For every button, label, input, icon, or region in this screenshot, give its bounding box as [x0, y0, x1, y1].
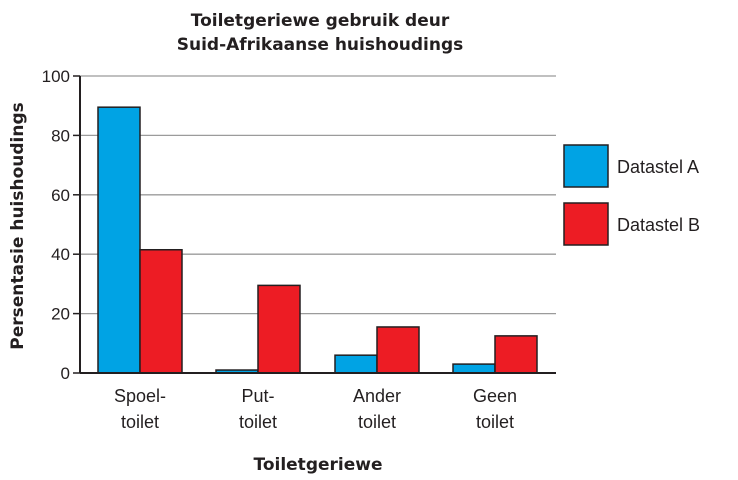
bar-a-2	[334, 354, 378, 374]
y-tick-label: 100	[42, 67, 70, 86]
y-tick-label: 60	[51, 186, 70, 205]
category-label-line-2: toilet	[239, 412, 277, 432]
bar-a-3	[452, 363, 496, 374]
category-label-line-1: Geen	[473, 386, 517, 406]
legend: Datastel A Datastel B	[563, 144, 700, 246]
y-tick-label: 0	[61, 364, 70, 383]
y-tick-label: 80	[51, 126, 70, 145]
category-label-line-1: Put-	[241, 386, 274, 406]
bar-b-0	[139, 248, 183, 374]
bars	[97, 106, 538, 374]
bar-b-1	[257, 284, 301, 374]
category-label-line-1: Ander	[353, 386, 401, 406]
category-label-line-2: toilet	[476, 412, 514, 432]
chart-title-line-2: Suid-Afrikaanse huishoudings	[177, 35, 464, 55]
y-tick-label: 40	[51, 245, 70, 264]
chart-title-line-1: Toiletgeriewe gebruik deur	[191, 11, 450, 31]
bar-b-3	[494, 335, 538, 374]
bar-a-0	[97, 106, 141, 374]
y-axis-ticks: 0 20 40 60 80 100	[42, 67, 80, 383]
x-axis-title: Toiletgeriewe	[253, 455, 382, 475]
legend-swatch-a	[563, 144, 609, 188]
bar-b-2	[376, 326, 420, 374]
x-axis-categories: Spoel-toilet Put-toilet Ander toilet Geen toi…	[114, 386, 517, 432]
category-label-line-1: Spoel-	[114, 386, 166, 406]
category-label-line-2: toilet	[121, 412, 159, 432]
legend-swatch-b	[563, 202, 609, 246]
category-label-line-2: toilet	[358, 412, 396, 432]
legend-label-b: Datastel B	[617, 215, 700, 235]
y-axis-title: Persentasie huishoudings	[8, 102, 28, 350]
legend-label-a: Datastel A	[617, 157, 699, 177]
y-tick-label: 20	[51, 305, 70, 324]
